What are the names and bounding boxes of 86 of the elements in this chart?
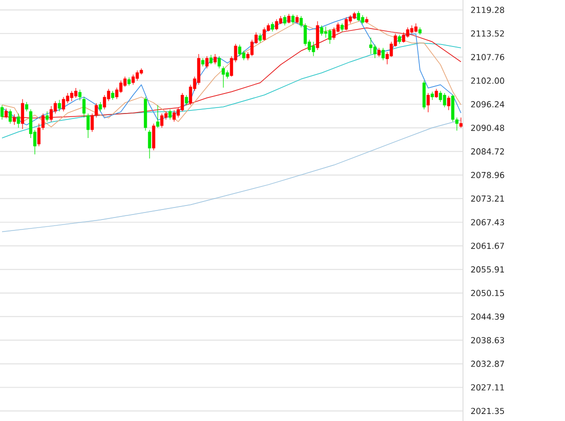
candlestick bbox=[20, 98, 24, 130]
candlestick bbox=[344, 16, 348, 31]
candlestick bbox=[451, 94, 454, 122]
y-tick-label: 2102.00 bbox=[471, 78, 504, 84]
candlestick bbox=[62, 96, 66, 112]
candlestick bbox=[102, 94, 106, 110]
candlestick bbox=[218, 56, 221, 69]
candlestick bbox=[50, 106, 53, 122]
candlestick bbox=[332, 27, 336, 40]
candlestick bbox=[214, 54, 217, 65]
candlestick bbox=[328, 28, 332, 44]
candlestick bbox=[172, 110, 176, 122]
candlestick bbox=[180, 92, 184, 112]
y-tick-label: 2032.87 bbox=[471, 360, 504, 367]
candlestick bbox=[398, 34, 402, 44]
y-tick-label: 2073.21 bbox=[471, 195, 504, 202]
candlestick bbox=[262, 27, 266, 41]
candlestick bbox=[132, 74, 135, 86]
candlestick bbox=[291, 14, 295, 24]
candlestick bbox=[242, 50, 246, 60]
y-tick-label: 2090.48 bbox=[471, 124, 504, 131]
y-tick-label: 2067.43 bbox=[471, 219, 504, 226]
candlestick bbox=[406, 27, 410, 38]
candlestick bbox=[4, 108, 8, 119]
candlestick bbox=[16, 113, 20, 128]
candlestick bbox=[369, 37, 372, 54]
line-series bbox=[2, 42, 462, 138]
candlestick bbox=[136, 70, 139, 81]
candlestick bbox=[402, 32, 406, 43]
candlestick bbox=[434, 88, 438, 98]
candlestick bbox=[356, 10, 360, 22]
candlestick bbox=[82, 96, 86, 118]
candlestick bbox=[160, 113, 164, 128]
candlestick bbox=[238, 44, 242, 56]
candlestick bbox=[316, 20, 320, 50]
candlestick bbox=[98, 102, 102, 112]
candlestick bbox=[86, 113, 90, 138]
y-tick-label: 2084.72 bbox=[471, 148, 504, 155]
candlestick bbox=[25, 102, 28, 112]
y-tick-label: 2096.24 bbox=[471, 101, 504, 108]
candlestick bbox=[324, 26, 328, 38]
y-tick-label: 2107.76 bbox=[471, 54, 504, 60]
y-tick-label: 2119.28 bbox=[471, 6, 504, 14]
candlestick bbox=[283, 14, 286, 26]
candlestick bbox=[377, 48, 381, 58]
candlestick bbox=[414, 23, 418, 33]
candlestick bbox=[58, 100, 61, 112]
candlestick bbox=[222, 66, 225, 88]
candlestick bbox=[426, 92, 430, 113]
candlestick bbox=[382, 48, 385, 60]
candlestick bbox=[70, 90, 74, 102]
candlestick bbox=[148, 130, 152, 159]
candlestick bbox=[111, 90, 114, 100]
candlestick bbox=[320, 25, 324, 36]
y-tick-label: 2027.11 bbox=[471, 384, 504, 390]
candlestick bbox=[447, 96, 450, 110]
candlestick bbox=[270, 22, 274, 32]
y-tick-label: 2050.15 bbox=[471, 290, 504, 296]
y-tick-label: 2113.52 bbox=[471, 30, 504, 37]
candlestick bbox=[74, 88, 78, 98]
line-series bbox=[2, 27, 462, 118]
line-series bbox=[2, 120, 462, 232]
candlestick bbox=[209, 54, 213, 65]
candlestick bbox=[275, 18, 278, 31]
candlestick bbox=[8, 109, 12, 124]
candlestick bbox=[0, 104, 4, 120]
candlestick bbox=[373, 44, 376, 58]
candlestick bbox=[442, 92, 446, 108]
candlestick bbox=[287, 14, 290, 24]
candlestick bbox=[168, 109, 172, 120]
candlestick bbox=[312, 41, 316, 56]
candlestick bbox=[459, 117, 463, 128]
candlestick bbox=[152, 123, 156, 151]
candlestick bbox=[205, 56, 208, 69]
candlestick bbox=[78, 89, 82, 101]
candlestick bbox=[184, 94, 188, 106]
candlestick bbox=[156, 104, 160, 128]
y-tick-label: 2061.67 bbox=[471, 242, 504, 249]
candlestick bbox=[258, 33, 262, 43]
candlestick bbox=[46, 111, 49, 122]
y-tick-label: 2021.35 bbox=[471, 408, 504, 414]
y-tick-label: 2044.39 bbox=[471, 313, 504, 320]
y-tick-label: 2055.91 bbox=[471, 266, 504, 273]
y-tick-label: 2078.96 bbox=[471, 172, 504, 178]
y-tick-label: 2038.63 bbox=[471, 337, 504, 344]
candlestick bbox=[12, 114, 16, 126]
